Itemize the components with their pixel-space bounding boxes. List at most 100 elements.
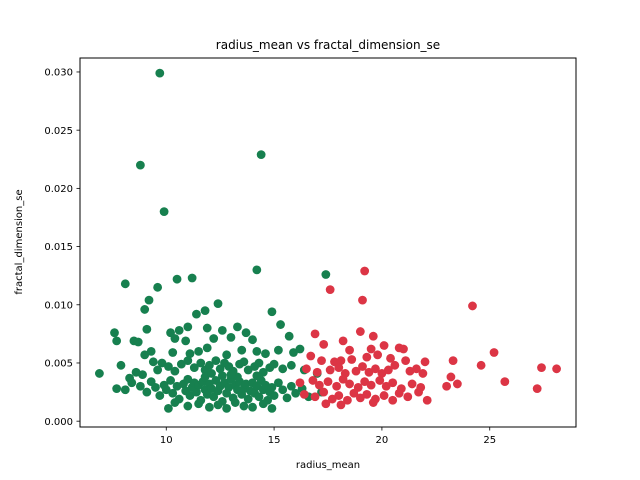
data-point-s1-152 bbox=[213, 400, 223, 410]
data-point-s1-53 bbox=[138, 370, 147, 380]
data-point-s2-12 bbox=[399, 344, 408, 354]
data-point-s1-149 bbox=[183, 401, 193, 411]
data-point-s1-39 bbox=[185, 349, 195, 359]
data-point-s2-58 bbox=[388, 378, 398, 388]
data-point-s1-25 bbox=[142, 324, 152, 334]
data-point-s1-38 bbox=[168, 348, 178, 357]
data-point-s2-36 bbox=[358, 362, 367, 371]
data-point-s2-47 bbox=[308, 376, 318, 385]
data-point-s2-16 bbox=[306, 351, 316, 361]
data-point-s2-2 bbox=[325, 285, 335, 295]
data-point-s1-155 bbox=[239, 401, 249, 411]
data-point-s1-19 bbox=[183, 322, 193, 332]
data-point-s1-86 bbox=[142, 387, 152, 397]
data-point-s2-70 bbox=[334, 391, 344, 400]
data-point-s1-27 bbox=[112, 336, 122, 346]
data-point-s1-77 bbox=[269, 359, 279, 369]
data-point-s1-41 bbox=[202, 343, 212, 353]
data-point-s1-13 bbox=[213, 299, 223, 309]
data-point-s1-55 bbox=[153, 365, 163, 375]
data-point-s1-142 bbox=[286, 381, 296, 391]
data-point-s1-54 bbox=[148, 357, 158, 367]
data-point-s2-22 bbox=[373, 350, 382, 360]
data-point-s1-22 bbox=[233, 322, 242, 332]
data-point-s1-50 bbox=[116, 360, 126, 370]
data-point-s1-31 bbox=[181, 336, 191, 346]
data-point-s1-62 bbox=[196, 358, 206, 368]
data-point-s1-57 bbox=[164, 362, 173, 371]
data-point-s2-38 bbox=[371, 364, 380, 374]
data-point-s1-138 bbox=[269, 391, 279, 400]
data-point-s1-162 bbox=[207, 369, 216, 378]
data-point-s1-164 bbox=[252, 371, 262, 381]
data-point-s2-26 bbox=[448, 356, 458, 366]
data-point-s2-30 bbox=[302, 364, 311, 374]
data-point-s2-28 bbox=[537, 363, 546, 373]
data-point-s1-46 bbox=[274, 345, 283, 355]
data-point-s1-158 bbox=[267, 403, 277, 413]
data-point-s2-79 bbox=[403, 392, 413, 402]
data-point-s2-83 bbox=[336, 400, 346, 410]
data-point-s1-88 bbox=[151, 383, 160, 392]
data-point-s1-65 bbox=[211, 356, 221, 366]
data-point-s2-80 bbox=[414, 387, 423, 397]
data-point-s2-56 bbox=[375, 376, 385, 385]
data-point-s2-3 bbox=[358, 295, 367, 305]
data-point-s1-29 bbox=[133, 337, 143, 347]
data-point-s1-84 bbox=[127, 378, 137, 388]
data-point-s1-131 bbox=[254, 392, 264, 402]
data-point-s2-8 bbox=[319, 339, 329, 349]
data-point-s2-60 bbox=[407, 379, 417, 389]
y-tick-label: 0.010 bbox=[44, 300, 73, 311]
data-point-s1-35 bbox=[284, 331, 294, 341]
data-point-s1-8 bbox=[187, 273, 197, 283]
data-point-s2-71 bbox=[343, 395, 352, 405]
data-point-s1-75 bbox=[258, 367, 268, 377]
data-point-s2-46 bbox=[295, 378, 305, 388]
data-point-s1-36 bbox=[140, 350, 150, 360]
data-point-s1-47 bbox=[289, 348, 298, 357]
data-point-s1-12 bbox=[140, 305, 150, 314]
data-point-s1-49 bbox=[95, 369, 104, 378]
data-point-s1-98 bbox=[183, 374, 193, 384]
y-tick-label: 0.025 bbox=[44, 126, 73, 137]
data-point-s1-11 bbox=[144, 295, 154, 305]
data-point-s1-147 bbox=[164, 403, 173, 413]
y-tick-label: 0.020 bbox=[44, 184, 73, 195]
data-point-s1-154 bbox=[230, 398, 240, 407]
data-point-s1-48 bbox=[295, 344, 305, 354]
data-point-s1-150 bbox=[194, 399, 204, 409]
data-point-s1-14 bbox=[267, 307, 277, 317]
x-axis-label: radius_mean bbox=[296, 460, 360, 471]
chart-title: radius_mean vs fractal_dimension_se bbox=[216, 38, 440, 52]
data-point-s2-72 bbox=[349, 388, 359, 398]
data-point-s1-32 bbox=[209, 334, 219, 343]
data-point-s2-27 bbox=[476, 360, 486, 370]
data-point-s2-21 bbox=[362, 352, 372, 362]
data-point-s2-10 bbox=[379, 341, 389, 350]
data-point-s1-137 bbox=[267, 383, 277, 392]
x-tick-label: 25 bbox=[483, 435, 496, 446]
ticks-layer: 10 15 20 25 0.000 0.005 0.010 0.015 0.020 0.025 0.… bbox=[44, 68, 496, 446]
data-point-s2-19 bbox=[336, 356, 346, 366]
data-point-s2-24 bbox=[401, 356, 411, 366]
data-point-s1-20 bbox=[202, 323, 212, 333]
data-point-s1-91 bbox=[161, 385, 171, 395]
data-point-s1-74 bbox=[254, 358, 264, 368]
data-point-s2-40 bbox=[383, 365, 393, 375]
data-point-s1-64 bbox=[204, 360, 214, 370]
data-point-s2-1 bbox=[360, 266, 370, 276]
y-tick-label: 0.030 bbox=[44, 68, 73, 79]
data-point-s2-48 bbox=[314, 380, 324, 390]
data-point-s2-49 bbox=[323, 377, 333, 386]
data-point-s2-66 bbox=[299, 390, 309, 399]
data-point-s2-76 bbox=[379, 391, 389, 400]
data-point-s2-69 bbox=[327, 394, 337, 404]
data-point-s1-58 bbox=[170, 366, 180, 376]
data-point-s2-20 bbox=[347, 355, 357, 364]
y-tick-label: 0.000 bbox=[44, 417, 73, 428]
data-point-s2-44 bbox=[418, 369, 428, 378]
data-point-s1-71 bbox=[239, 357, 249, 367]
